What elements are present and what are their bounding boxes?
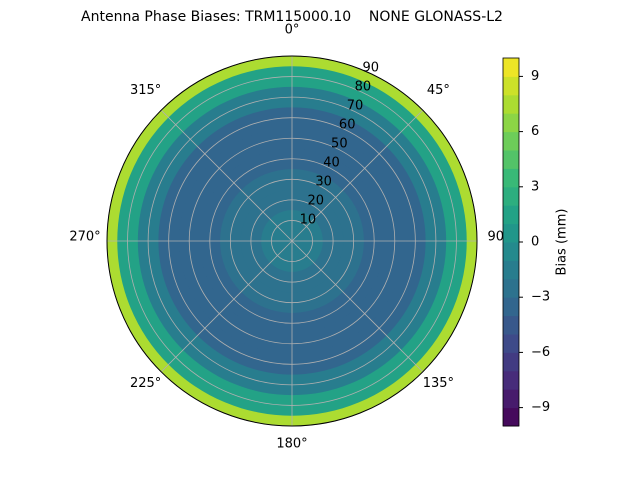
colorbar-tick-label: −9 [531, 400, 550, 415]
colorbar-tick-label: 6 [531, 124, 539, 139]
r-tick-label: 40 [323, 156, 340, 171]
r-tick-label: 90 [363, 61, 380, 76]
r-tick-label: 70 [347, 99, 364, 114]
colorbar-level [503, 186, 519, 206]
chart-title: Antenna Phase Biases: TRM115000.10 NONE … [81, 9, 503, 25]
colorbar-level [503, 76, 519, 96]
colorbar-level [503, 260, 519, 280]
theta-tick-label: 270° [69, 230, 100, 245]
colorbar-tick-label: 3 [531, 179, 539, 194]
plot-border [106, 55, 478, 427]
colorbar-level [503, 131, 519, 151]
colorbar-level [503, 223, 519, 243]
grid-spoke [160, 240, 293, 373]
r-tick-label: 20 [307, 194, 324, 209]
theta-tick-label: 45° [427, 83, 450, 98]
theta-tick-label: 135° [423, 376, 454, 391]
colorbar-level [503, 370, 519, 390]
colorbar-level [503, 389, 519, 409]
colorbar-level [503, 168, 519, 188]
r-tick-label: 50 [331, 137, 348, 152]
colorbar-level [503, 352, 519, 372]
grid-spoke [160, 109, 293, 242]
colorbar-level [503, 94, 519, 114]
grid-spoke [291, 240, 424, 373]
theta-tick-label: 315° [130, 83, 161, 98]
colorbar-label: Bias (mm) [555, 209, 570, 276]
theta-tick-label: 180° [276, 437, 307, 452]
colorbar-level [503, 315, 519, 335]
colorbar-level [503, 297, 519, 317]
colorbar-level [503, 407, 519, 427]
colorbar-tick-label: 9 [531, 69, 539, 84]
grid-spoke [291, 109, 424, 242]
colorbar-tick-label: −6 [531, 345, 550, 360]
theta-tick-label: 225° [130, 376, 161, 391]
colorbar-tick-label: 0 [531, 235, 539, 250]
colorbar-level [503, 334, 519, 353]
colorbar-level [503, 113, 519, 133]
r-tick-label: 30 [315, 175, 332, 190]
colorbar-level [503, 150, 519, 169]
r-tick-label: 60 [339, 118, 356, 133]
r-tick-label: 80 [355, 80, 372, 95]
colorbar-level [503, 278, 519, 298]
r-tick-label: 10 [300, 213, 317, 228]
colorbar-level [503, 205, 519, 225]
theta-tick-label: 0° [285, 23, 300, 38]
colorbar-tick-label: −3 [531, 290, 550, 305]
colorbar-level [503, 58, 519, 77]
colorbar-level [503, 242, 519, 261]
